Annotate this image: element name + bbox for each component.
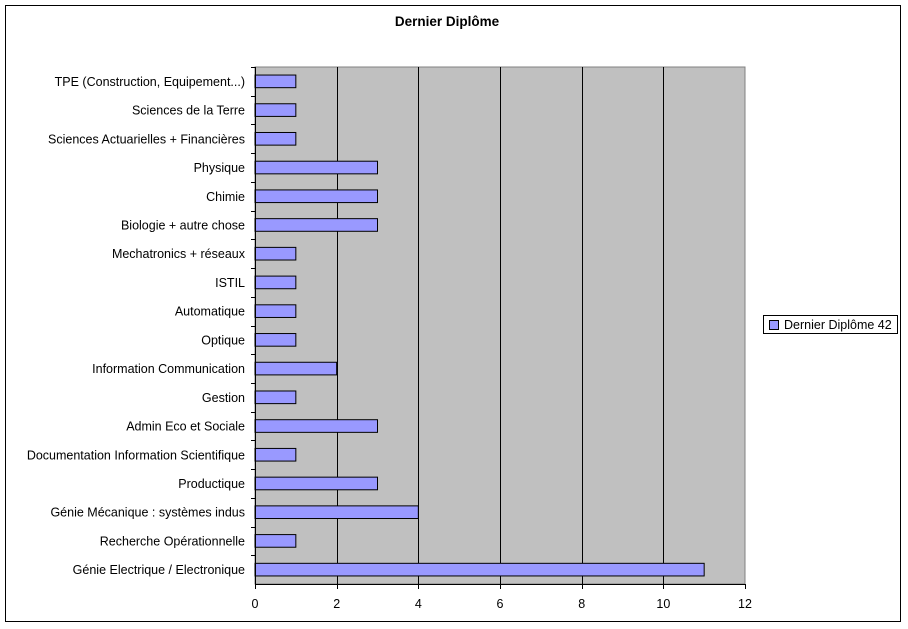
bar-8 (254, 304, 297, 318)
category-label-10: Information Communication (92, 362, 245, 376)
bar-17 (254, 562, 705, 577)
category-label-12: Admin Eco et Sociale (126, 420, 245, 434)
bar-13 (254, 447, 297, 462)
axes (251, 67, 746, 589)
x-tick-label-0: 0 (252, 597, 259, 611)
bar-11 (254, 390, 297, 405)
x-tick-label-12: 12 (738, 597, 752, 611)
category-label-8: Automatique (175, 305, 245, 319)
category-label-9: Optique (201, 333, 245, 347)
bar-2 (254, 131, 297, 146)
category-label-0: TPE (Construction, Equipement...) (55, 75, 245, 89)
category-label-13: Documentation Information Scientifique (27, 448, 245, 462)
category-label-5: Biologie + autre chose (121, 218, 245, 232)
category-labels: TPE (Construction, Equipement...) Science… (27, 75, 246, 577)
x-tick-label-6: 6 (497, 597, 504, 611)
legend-swatch (769, 319, 779, 330)
category-label-15: Génie Mécanique : systèmes indus (50, 506, 245, 520)
x-tick-label-10: 10 (656, 597, 670, 611)
tick-labels: 0 2 4 6 8 10 12 (252, 597, 752, 611)
category-label-6: Mechatronics + réseaux (112, 247, 246, 261)
x-tick-label-2: 2 (333, 597, 340, 611)
category-label-14: Productique (178, 477, 245, 491)
category-label-1: Sciences de la Terre (132, 104, 245, 118)
bar-7 (254, 275, 297, 290)
category-label-7: ISTIL (215, 276, 245, 290)
grid-lines (337, 67, 664, 584)
bar-16 (254, 534, 297, 548)
category-label-16: Recherche Opérationnelle (100, 534, 245, 548)
bar-4 (254, 189, 378, 204)
x-tick-label-8: 8 (578, 597, 585, 611)
category-label-2: Sciences Actuarielles + Financières (48, 132, 245, 146)
x-tick-label-4: 4 (415, 597, 422, 611)
bar-5 (254, 218, 378, 232)
legend: Dernier Diplôme 42 (763, 315, 898, 334)
category-label-11: Gestion (202, 391, 245, 405)
legend-label: Dernier Diplôme 42 (784, 317, 892, 332)
bar-15 (254, 505, 419, 520)
category-label-4: Chimie (206, 190, 245, 204)
category-label-17: Génie Electrique / Electronique (73, 563, 245, 577)
bar-6 (254, 246, 297, 261)
bar-0 (254, 74, 297, 89)
bar-9 (254, 333, 297, 347)
bar-3 (254, 160, 378, 175)
bar-10 (254, 361, 338, 376)
category-label-3: Physique (194, 161, 245, 175)
chart-title: Dernier Diplôme (395, 14, 500, 29)
bar-1 (254, 103, 297, 117)
bar-14 (254, 476, 378, 491)
bar-12 (254, 419, 378, 433)
bars (254, 74, 705, 577)
